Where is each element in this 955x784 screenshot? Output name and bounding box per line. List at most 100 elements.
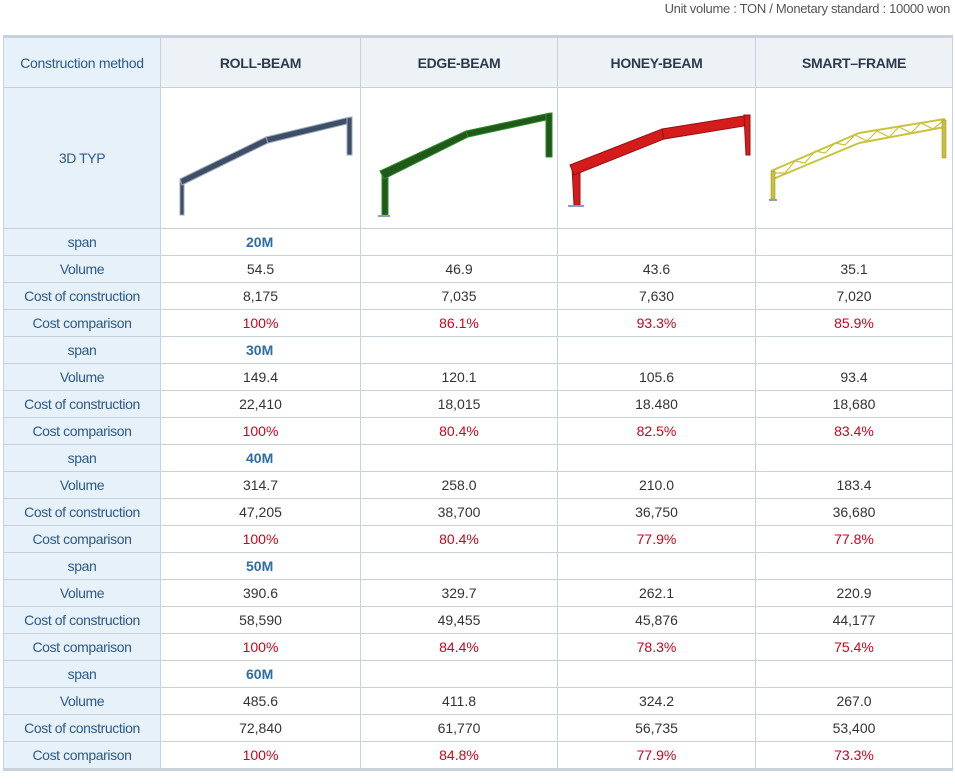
honey-beam-cost-value: 18.480 bbox=[557, 390, 756, 418]
honey-beam-frame-icon bbox=[567, 114, 750, 207]
span-value: 60M bbox=[160, 660, 361, 688]
smart-frame-comparison-value: 83.4% bbox=[755, 417, 953, 445]
honey-beam-cost-value: 56,735 bbox=[557, 714, 756, 742]
honey-beam-volume-value: 105.6 bbox=[557, 363, 756, 391]
empty-cell bbox=[755, 228, 953, 256]
empty-cell bbox=[557, 228, 756, 256]
construction-comparison-table: Construction method ROLL-BEAM EDGE-BEAM … bbox=[3, 35, 953, 771]
empty-cell bbox=[755, 552, 953, 580]
smart-frame-comparison-value: 75.4% bbox=[755, 633, 953, 661]
empty-cell bbox=[557, 660, 756, 688]
comparison-label: Cost comparison bbox=[3, 525, 161, 553]
cost-row: Cost of construction 72,840 61,770 56,735 53… bbox=[3, 714, 953, 742]
honey-beam-volume-value: 324.2 bbox=[557, 687, 756, 715]
smart-frame-truss-icon bbox=[769, 118, 947, 201]
roll-beam-cost-value: 22,410 bbox=[160, 390, 361, 418]
edge-beam-volume-value: 120.1 bbox=[360, 363, 558, 391]
empty-cell bbox=[557, 552, 756, 580]
empty-cell bbox=[557, 444, 756, 472]
roll-beam-volume-value: 54.5 bbox=[160, 255, 361, 283]
honey-beam-comparison-value: 77.9% bbox=[557, 525, 756, 553]
span-row: span 50M bbox=[3, 552, 953, 580]
roll-beam-volume-value: 314.7 bbox=[160, 471, 361, 499]
roll-beam-frame-icon bbox=[178, 116, 352, 216]
span-row: span 20M bbox=[3, 228, 953, 256]
roll-beam-comparison-value: 100% bbox=[160, 633, 361, 661]
roll-beam-cost-value: 47,205 bbox=[160, 498, 361, 526]
edge-beam-cost-value: 18,015 bbox=[360, 390, 558, 418]
edge-beam-volume-value: 411.8 bbox=[360, 687, 558, 715]
3d-type-row: 3D TYP bbox=[3, 87, 953, 229]
span-label: span bbox=[3, 228, 161, 256]
smart-frame-cost-value: 18,680 bbox=[755, 390, 953, 418]
construction-method-label: Construction method bbox=[3, 36, 161, 88]
honey-beam-cost-value: 7,630 bbox=[557, 282, 756, 310]
span-value: 50M bbox=[160, 552, 361, 580]
edge-beam-frame-icon bbox=[378, 112, 553, 217]
method-edge-beam: EDGE-BEAM bbox=[360, 36, 558, 88]
honey-beam-volume-value: 210.0 bbox=[557, 471, 756, 499]
roll-beam-comparison-value: 100% bbox=[160, 417, 361, 445]
honey-beam-volume-value: 43.6 bbox=[557, 255, 756, 283]
comparison-row: Cost comparison 100% 84.4% 78.3% 75.4% bbox=[3, 633, 953, 661]
volume-label: Volume bbox=[3, 363, 161, 391]
empty-cell bbox=[360, 228, 558, 256]
smart-frame-comparison-value: 77.8% bbox=[755, 525, 953, 553]
span-label: span bbox=[3, 660, 161, 688]
edge-beam-cost-value: 61,770 bbox=[360, 714, 558, 742]
roll-beam-cost-value: 72,840 bbox=[160, 714, 361, 742]
honey-beam-3d-cell bbox=[557, 87, 756, 229]
span-row: span 60M bbox=[3, 660, 953, 688]
smart-frame-volume-value: 35.1 bbox=[755, 255, 953, 283]
cost-label: Cost of construction bbox=[3, 282, 161, 310]
roll-beam-cost-value: 58,590 bbox=[160, 606, 361, 634]
smart-frame-volume-value: 183.4 bbox=[755, 471, 953, 499]
smart-frame-cost-value: 36,680 bbox=[755, 498, 953, 526]
unit-note: Unit volume : TON / Monetary standard : … bbox=[664, 1, 951, 16]
edge-beam-cost-value: 49,455 bbox=[360, 606, 558, 634]
smart-frame-comparison-value: 85.9% bbox=[755, 309, 953, 337]
empty-cell bbox=[360, 660, 558, 688]
3d-type-label: 3D TYP bbox=[3, 87, 161, 229]
edge-beam-volume-value: 329.7 bbox=[360, 579, 558, 607]
span-value: 20M bbox=[160, 228, 361, 256]
comparison-row: Cost comparison 100% 80.4% 82.5% 83.4% bbox=[3, 417, 953, 445]
cost-row: Cost of construction 47,205 38,700 36,750 36… bbox=[3, 498, 953, 526]
edge-beam-cost-value: 38,700 bbox=[360, 498, 558, 526]
smart-frame-cost-value: 44,177 bbox=[755, 606, 953, 634]
span-value: 40M bbox=[160, 444, 361, 472]
roll-beam-3d-cell bbox=[160, 87, 361, 229]
cost-row: Cost of construction 58,590 49,455 45,876 44… bbox=[3, 606, 953, 634]
roll-beam-volume-value: 485.6 bbox=[160, 687, 361, 715]
method-smart-frame: SMART–FRAME bbox=[755, 36, 953, 88]
cost-row: Cost of construction 8,175 7,035 7,630 7,020 bbox=[3, 282, 953, 310]
header-row: Construction method ROLL-BEAM EDGE-BEAM … bbox=[3, 36, 953, 88]
edge-beam-cost-value: 7,035 bbox=[360, 282, 558, 310]
smart-frame-volume-value: 220.9 bbox=[755, 579, 953, 607]
smart-frame-volume-value: 93.4 bbox=[755, 363, 953, 391]
edge-beam-volume-value: 258.0 bbox=[360, 471, 558, 499]
empty-cell bbox=[360, 444, 558, 472]
comparison-label: Cost comparison bbox=[3, 633, 161, 661]
method-roll-beam: ROLL-BEAM bbox=[160, 36, 361, 88]
cost-label: Cost of construction bbox=[3, 498, 161, 526]
span-label: span bbox=[3, 444, 161, 472]
honey-beam-comparison-value: 82.5% bbox=[557, 417, 756, 445]
empty-cell bbox=[360, 552, 558, 580]
empty-cell bbox=[755, 444, 953, 472]
edge-beam-comparison-value: 84.4% bbox=[360, 633, 558, 661]
empty-cell bbox=[360, 336, 558, 364]
span-label: span bbox=[3, 336, 161, 364]
volume-label: Volume bbox=[3, 471, 161, 499]
cost-row: Cost of construction 22,410 18,015 18.480 18… bbox=[3, 390, 953, 418]
volume-row: Volume 485.6 411.8 324.2 267.0 bbox=[3, 687, 953, 715]
empty-cell bbox=[557, 336, 756, 364]
cost-label: Cost of construction bbox=[3, 714, 161, 742]
honey-beam-comparison-value: 78.3% bbox=[557, 633, 756, 661]
smart-frame-comparison-value: 73.3% bbox=[755, 741, 953, 771]
honey-beam-volume-value: 262.1 bbox=[557, 579, 756, 607]
cost-label: Cost of construction bbox=[3, 606, 161, 634]
volume-label: Volume bbox=[3, 255, 161, 283]
volume-row: Volume 314.7 258.0 210.0 183.4 bbox=[3, 471, 953, 499]
edge-beam-comparison-value: 80.4% bbox=[360, 417, 558, 445]
